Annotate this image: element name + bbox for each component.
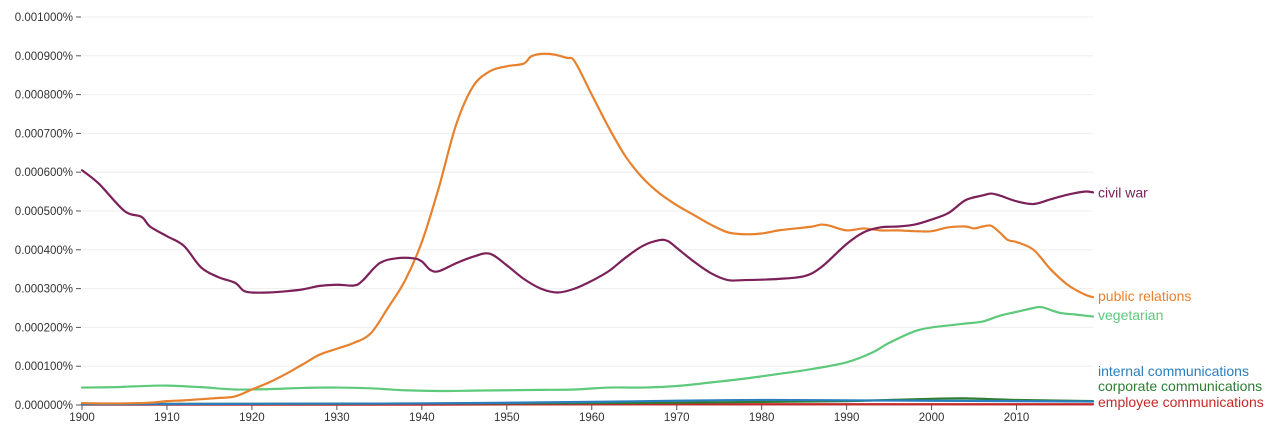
y-tick-label: 0.000800% <box>15 90 73 102</box>
series-layer <box>80 52 1095 406</box>
x-tick-label: 1970 <box>664 412 690 424</box>
x-tick-label: 1900 <box>69 412 95 424</box>
series-label-public-relations[interactable]: public relations <box>1098 288 1191 304</box>
x-tick-label: 1980 <box>749 412 775 424</box>
x-tick-label: 1910 <box>154 412 180 424</box>
series-label-employee-communications[interactable]: employee communications <box>1098 394 1264 410</box>
series-label-internal-communications[interactable]: internal communications <box>1098 363 1249 379</box>
x-tick-label: 1960 <box>579 412 605 424</box>
series-label-vegetarian[interactable]: vegetarian <box>1098 307 1163 323</box>
series-label-corporate-communications[interactable]: corporate communications <box>1098 378 1262 394</box>
x-tick-label: 2000 <box>919 412 945 424</box>
y-tick-label: 0.000600% <box>15 167 73 179</box>
series-label-civil-war[interactable]: civil war <box>1098 184 1148 200</box>
y-tick-label: 0.000200% <box>15 322 73 334</box>
series-line-internal-communications[interactable] <box>80 398 1095 406</box>
y-tick-label: 0.000700% <box>15 128 73 140</box>
series-labels-layer: civil war public relations vegetarian inter… <box>1098 184 1264 410</box>
x-tick-label: 1920 <box>239 412 265 424</box>
y-tick-label: 0.001000% <box>15 12 73 24</box>
x-tick-label: 2010 <box>1004 412 1030 424</box>
y-tick-label: 0.000100% <box>15 361 73 373</box>
y-tick-label: 0.000000% <box>15 400 73 412</box>
x-tick-label: 1940 <box>409 412 435 424</box>
x-tick-label: 1930 <box>324 412 350 424</box>
y-tick-label: 0.000500% <box>15 206 73 218</box>
axes-layer: 0.001000% 0.000900% 0.000800% 0.000700% 0.00… <box>15 12 1093 424</box>
grid-layer <box>82 16 1093 406</box>
y-tick-label: 0.000300% <box>15 284 73 296</box>
x-tick-label: 1950 <box>494 412 520 424</box>
y-tick-label: 0.000400% <box>15 245 73 257</box>
x-tick-label: 1990 <box>834 412 860 424</box>
series-line-public-relations[interactable] <box>80 52 1095 405</box>
y-tick-label: 0.000900% <box>15 51 73 63</box>
series-line-vegetarian[interactable] <box>80 305 1095 393</box>
series-line-civil-war[interactable] <box>80 169 1095 294</box>
